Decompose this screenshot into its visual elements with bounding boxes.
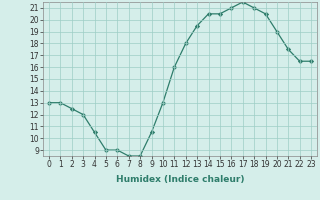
X-axis label: Humidex (Indice chaleur): Humidex (Indice chaleur) — [116, 175, 244, 184]
